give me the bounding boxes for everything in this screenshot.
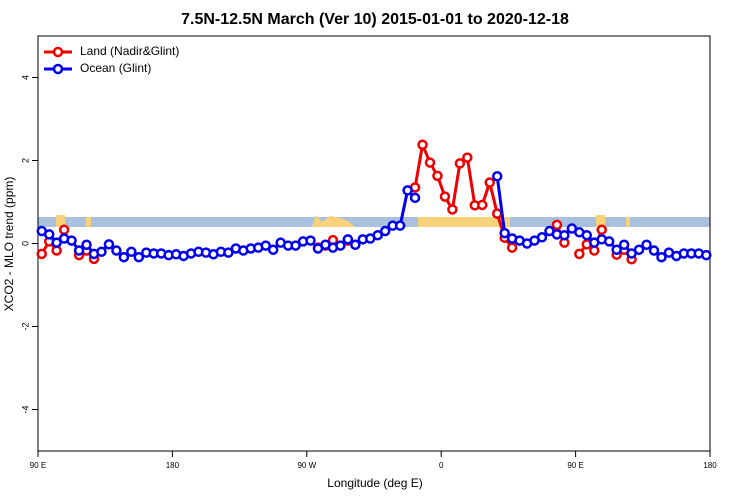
x-tick-label: 90 W (297, 461, 316, 470)
legend-label: Ocean (Glint) (80, 61, 151, 75)
land-ocean-strip (38, 215, 710, 227)
y-tick-label: -2 (20, 322, 30, 330)
x-tick-label: 180 (166, 461, 180, 470)
y-tick-label: 2 (20, 158, 30, 163)
data-point (611, 244, 622, 255)
data-point (96, 246, 107, 258)
data-point (581, 229, 593, 241)
data-point (574, 248, 585, 260)
data-point (596, 224, 607, 236)
data-point (58, 224, 70, 236)
data-point (432, 170, 443, 182)
data-point (126, 246, 137, 258)
data-point (290, 240, 301, 251)
x-tick-label: 90 E (567, 461, 583, 470)
data-point (648, 245, 660, 256)
chart-title: 7.5N-12.5N March (Ver 10) 2015-01-01 to … (181, 11, 569, 28)
land-strip (312, 215, 355, 227)
data-point (491, 171, 503, 182)
ocean-strip (38, 217, 710, 227)
data-point (551, 219, 563, 231)
data-point (350, 239, 361, 250)
data-point (402, 185, 413, 196)
legend-marker (52, 63, 64, 75)
y-axis-label: XCO2 - MLO trend (ppm) (2, 177, 16, 312)
data-point (260, 240, 271, 251)
x-tick-label: 180 (703, 461, 717, 470)
x-axis-label: Longitude (deg E) (327, 476, 422, 490)
data-point (439, 191, 451, 202)
data-point (633, 244, 645, 255)
data-point (335, 240, 346, 251)
data-point (223, 247, 234, 258)
data-point (484, 177, 495, 188)
data-point (51, 237, 62, 248)
data-point (66, 235, 77, 246)
data-point (342, 234, 354, 245)
data-point (103, 239, 115, 250)
land-strip (418, 217, 510, 227)
data-point (372, 229, 383, 241)
data-point (454, 158, 466, 169)
data-point (73, 245, 85, 256)
x-tick-label: 90 E (30, 461, 46, 470)
legend-label: Land (Nadir&Glint) (80, 44, 179, 58)
data-point (506, 242, 518, 253)
data-point (305, 235, 316, 246)
land-strip (596, 215, 605, 227)
data-point (499, 227, 510, 239)
data-point (379, 225, 391, 237)
data-point (409, 192, 421, 204)
data-point (536, 232, 548, 243)
data-point (656, 251, 667, 263)
y-tick-label: -4 (20, 405, 30, 413)
data-point (462, 152, 473, 163)
data-point (447, 204, 458, 215)
data-point (424, 157, 436, 168)
data-point (641, 239, 652, 250)
data-point (603, 236, 615, 247)
data-point (417, 139, 428, 150)
data-point (701, 249, 712, 261)
x-tick-label: 0 (439, 461, 444, 470)
data-point (559, 229, 570, 241)
data-point (43, 229, 55, 240)
land-strip (86, 217, 91, 227)
data-point (477, 199, 488, 211)
data-point (267, 244, 279, 255)
y-tick-label: 4 (20, 75, 30, 80)
y-tick-label: 0 (20, 241, 30, 246)
data-point (81, 239, 92, 250)
data-point (133, 251, 145, 263)
data-point (618, 239, 630, 250)
legend-marker (52, 46, 64, 58)
data-point (111, 245, 122, 256)
data-point (491, 208, 503, 219)
data-point (394, 220, 406, 231)
data-point (118, 251, 130, 263)
land-strip (56, 215, 65, 227)
land-strip (626, 217, 630, 227)
data-point (36, 248, 47, 260)
